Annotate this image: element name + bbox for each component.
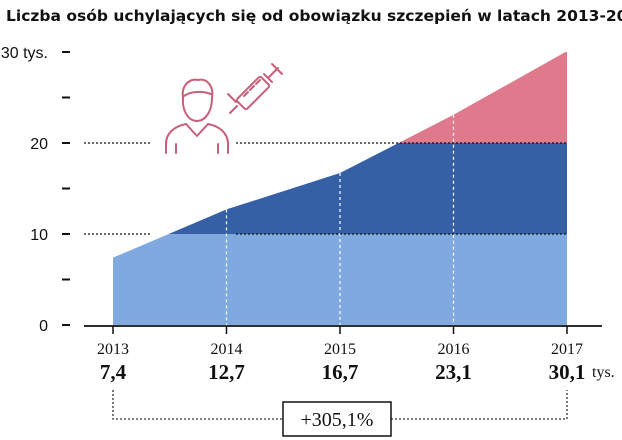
reference-lines xyxy=(84,142,567,235)
y-tick-label: 0 xyxy=(39,318,48,335)
y-axis: 0 10 20 30 tys. xyxy=(1,45,70,335)
change-bracket xyxy=(112,390,568,420)
value-label: 16,7 xyxy=(322,360,359,384)
y-tick-label: 10 xyxy=(30,227,48,244)
change-label: +305,1% xyxy=(301,409,374,431)
value-label: 12,7 xyxy=(208,360,245,384)
x-tick-label: 2015 xyxy=(324,341,356,358)
value-label: 23,1 xyxy=(435,360,472,384)
area-band-2 xyxy=(113,52,567,143)
x-axis: 2013 2014 2015 2016 2017 xyxy=(84,325,602,358)
x-tick-label: 2017 xyxy=(551,341,583,358)
chart-title: Liczba osób uchylających się od obowiązk… xyxy=(6,7,622,25)
x-tick-label: 2014 xyxy=(211,341,243,358)
person-with-syringe-icon xyxy=(165,63,283,154)
x-tick-label: 2016 xyxy=(438,341,470,358)
value-label: 30,1 xyxy=(549,360,586,384)
change-box xyxy=(282,401,392,437)
value-labels: 7,4 12,7 16,7 23,1 30,1 xyxy=(100,360,586,384)
area-bands xyxy=(113,52,567,325)
area-band-0 xyxy=(113,234,567,325)
x-tick-label: 2013 xyxy=(97,341,129,358)
y-tick-label: 20 xyxy=(30,136,48,153)
y-tick-label: 30 tys. xyxy=(1,45,48,62)
value-label: 7,4 xyxy=(100,360,127,384)
value-unit-label: tys. xyxy=(592,364,615,381)
area-band-1 xyxy=(113,143,567,234)
year-gridlines xyxy=(225,114,455,325)
